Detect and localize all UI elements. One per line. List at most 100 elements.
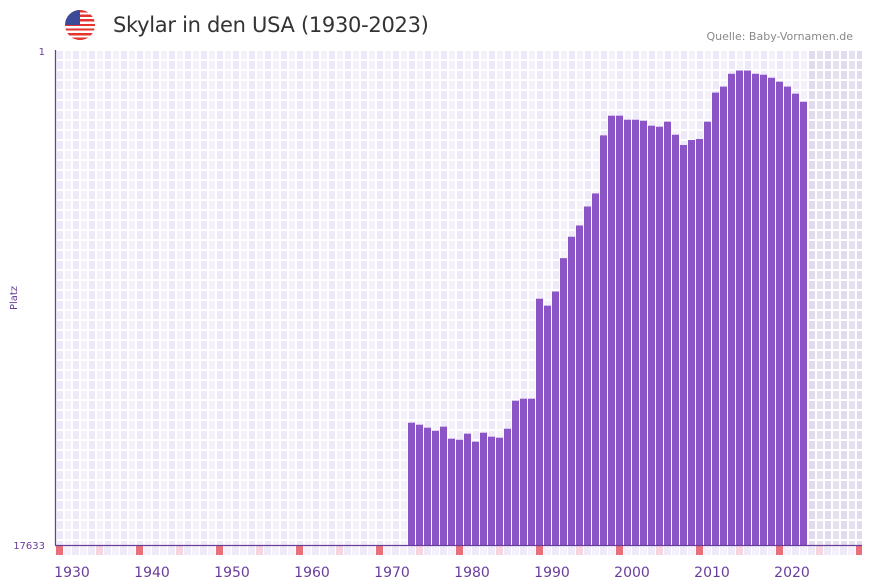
grid-cell [161,151,167,159]
grid-cell [225,231,231,239]
grid-cell [209,51,215,59]
grid-cell [385,461,391,469]
grid-cell [497,381,503,389]
grid-cell [385,251,391,259]
grid-cell [449,131,455,139]
grid-cell [281,501,287,509]
grid-cell [601,61,607,69]
grid-cell [73,421,79,429]
grid-cell [401,441,407,449]
grid-cell [305,441,311,449]
grid-cell [233,481,239,489]
grid-cell [489,291,495,299]
grid-cell [409,91,415,99]
grid-cell [177,121,183,129]
grid-cell [313,91,319,99]
grid-cell [273,81,279,89]
grid-cell [833,181,839,189]
grid-cell [377,221,383,229]
grid-cell [673,101,679,109]
grid-cell [265,181,271,189]
grid-cell [465,131,471,139]
grid-cell [129,221,135,229]
grid-cell [569,121,575,129]
grid-cell [337,381,343,389]
grid-cell [825,201,831,209]
grid-cell [217,221,223,229]
grid-cell [81,461,87,469]
grid-cell [521,81,527,89]
grid-cell [329,451,335,459]
grid-cell [249,91,255,99]
grid-cell [545,131,551,139]
grid-cell [153,341,159,349]
grid-cell [265,261,271,269]
grid-cell [273,181,279,189]
grid-cell [241,481,247,489]
grid-cell [89,271,95,279]
grid-cell [281,521,287,529]
grid-cell [105,521,111,529]
grid-cell [241,441,247,449]
grid-cell [241,171,247,179]
grid-cell [313,521,319,529]
grid-cell [529,251,535,259]
grid-cell [273,491,279,499]
grid-cell [177,231,183,239]
grid-cell [361,121,367,129]
grid-cell [833,231,839,239]
grid-cell [481,421,487,429]
grid-cell [825,361,831,369]
grid-cell [321,211,327,219]
grid-cell [633,101,639,109]
grid-cell [65,401,71,409]
grid-cell [505,251,511,259]
grid-cell [665,51,671,59]
grid-cell [625,51,631,59]
grid-cell [809,111,815,119]
grid-cell [809,151,815,159]
grid-cell [713,71,719,79]
grid-cell [377,251,383,259]
grid-cell [297,331,303,339]
grid-cell [393,271,399,279]
grid-cell [833,331,839,339]
grid-cell [305,261,311,269]
grid-cell [297,71,303,79]
grid-cell [353,311,359,319]
grid-cell [113,371,119,379]
grid-cell [377,141,383,149]
grid-cell [57,61,63,69]
grid-cell [681,51,687,59]
grid-cell [409,361,415,369]
grid-cell [561,221,567,229]
grid-cell [305,461,311,469]
grid-cell [393,91,399,99]
grid-cell [161,391,167,399]
grid-cell [161,371,167,379]
grid-cell [313,271,319,279]
grid-cell [393,511,399,519]
grid-cell [265,311,271,319]
grid-cell [225,271,231,279]
grid-cell [849,261,855,269]
grid-cell [345,331,351,339]
grid-cell [169,361,175,369]
grid-cell [113,421,119,429]
grid-cell [121,421,127,429]
grid-cell [281,431,287,439]
grid-cell [81,391,87,399]
grid-cell [145,371,151,379]
grid-cell [481,91,487,99]
grid-cell [297,261,303,269]
grid-cell [169,331,175,339]
grid-cell [497,191,503,199]
grid-cell [449,181,455,189]
grid-cell [337,511,343,519]
grid-cell [273,61,279,69]
grid-cell [329,341,335,349]
grid-cell [313,321,319,329]
grid-cell [137,431,143,439]
grid-cell [145,361,151,369]
grid-cell [257,441,263,449]
